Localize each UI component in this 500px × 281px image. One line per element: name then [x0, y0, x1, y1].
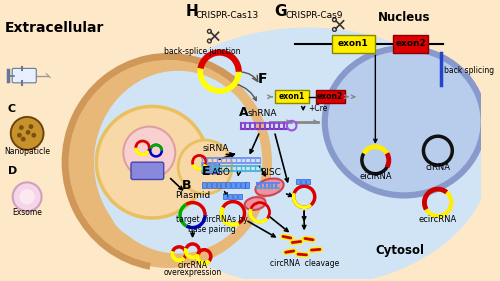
FancyBboxPatch shape: [231, 182, 235, 188]
Circle shape: [124, 126, 176, 178]
FancyBboxPatch shape: [238, 194, 242, 199]
Text: shRNA: shRNA: [248, 109, 277, 118]
Ellipse shape: [65, 56, 272, 268]
Ellipse shape: [92, 153, 207, 249]
FancyBboxPatch shape: [276, 90, 309, 103]
Text: CRISPR-Cas9: CRISPR-Cas9: [286, 11, 344, 20]
Ellipse shape: [327, 51, 481, 193]
FancyBboxPatch shape: [202, 163, 220, 174]
Text: exon2: exon2: [317, 92, 344, 101]
Text: Cytosol: Cytosol: [375, 244, 424, 257]
Ellipse shape: [256, 178, 283, 196]
Circle shape: [20, 189, 35, 205]
Text: Nanopaticle: Nanopaticle: [4, 148, 50, 157]
FancyBboxPatch shape: [224, 194, 227, 199]
Circle shape: [28, 124, 34, 129]
FancyBboxPatch shape: [216, 182, 220, 188]
Circle shape: [26, 130, 30, 135]
Text: back-splice junction: back-splice junction: [164, 47, 240, 56]
Text: exon1: exon1: [278, 92, 305, 101]
Text: Extracellular: Extracellular: [5, 21, 104, 35]
Text: overexpression: overexpression: [164, 268, 222, 277]
Text: F: F: [258, 72, 268, 86]
Text: Plasmid: Plasmid: [175, 191, 210, 200]
Text: G: G: [274, 4, 287, 19]
FancyBboxPatch shape: [226, 182, 230, 188]
Text: B: B: [182, 179, 192, 192]
Text: exon1: exon1: [338, 39, 368, 48]
Circle shape: [19, 125, 24, 130]
Text: circRNA: circRNA: [178, 261, 208, 270]
Text: C: C: [8, 104, 16, 114]
FancyBboxPatch shape: [296, 180, 300, 184]
FancyBboxPatch shape: [236, 182, 240, 188]
Circle shape: [21, 137, 25, 142]
Text: ciRNA: ciRNA: [426, 163, 450, 172]
Text: siRNA: siRNA: [202, 144, 228, 153]
Text: ecircRNA: ecircRNA: [418, 215, 457, 224]
Text: circRNA  cleavage: circRNA cleavage: [270, 259, 339, 268]
FancyBboxPatch shape: [228, 194, 232, 199]
Text: E: E: [202, 165, 210, 178]
Text: Exsome: Exsome: [12, 208, 42, 217]
FancyBboxPatch shape: [131, 162, 164, 180]
Text: eiciRNA: eiciRNA: [359, 173, 392, 182]
Text: H: H: [186, 4, 198, 19]
FancyBboxPatch shape: [240, 182, 244, 188]
FancyBboxPatch shape: [246, 182, 250, 188]
Circle shape: [32, 133, 36, 138]
FancyBboxPatch shape: [202, 182, 206, 188]
Text: ASO: ASO: [212, 168, 231, 177]
Text: A: A: [238, 106, 248, 119]
Text: Nucleus: Nucleus: [378, 11, 430, 24]
Circle shape: [12, 182, 42, 211]
FancyBboxPatch shape: [222, 182, 226, 188]
FancyBboxPatch shape: [212, 182, 216, 188]
FancyBboxPatch shape: [306, 180, 310, 184]
FancyBboxPatch shape: [233, 194, 237, 199]
FancyBboxPatch shape: [12, 68, 36, 83]
Text: CRISPR-Cas13: CRISPR-Cas13: [196, 11, 258, 20]
Ellipse shape: [109, 169, 196, 242]
Circle shape: [96, 106, 208, 218]
Text: target circRNAs by
base pairing: target circRNAs by base pairing: [176, 215, 248, 234]
Text: D: D: [8, 166, 17, 176]
Circle shape: [17, 133, 22, 138]
Text: RISC: RISC: [260, 168, 281, 177]
Circle shape: [178, 140, 232, 194]
FancyBboxPatch shape: [302, 180, 305, 184]
Text: +Cre: +Cre: [308, 104, 328, 113]
Circle shape: [11, 117, 44, 150]
Text: back splicing: back splicing: [444, 66, 494, 75]
FancyBboxPatch shape: [316, 90, 344, 103]
FancyBboxPatch shape: [392, 35, 428, 53]
Ellipse shape: [94, 71, 262, 253]
Text: exon2: exon2: [396, 39, 426, 48]
Ellipse shape: [125, 28, 491, 281]
FancyBboxPatch shape: [332, 35, 376, 53]
Ellipse shape: [244, 197, 266, 210]
FancyBboxPatch shape: [207, 182, 211, 188]
